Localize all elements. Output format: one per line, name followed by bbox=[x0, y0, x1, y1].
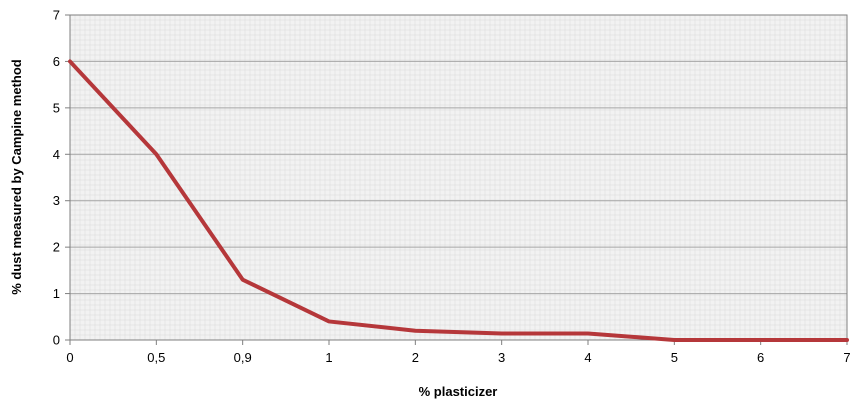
y-axis-ticks: 0 1 2 3 4 5 6 7 bbox=[53, 8, 70, 348]
x-tick-label: 2 bbox=[412, 350, 419, 365]
x-axis-title: % plasticizer bbox=[419, 384, 498, 399]
y-tick-label: 4 bbox=[53, 147, 60, 162]
series-layer bbox=[68, 59, 849, 342]
x-tick-label: 5 bbox=[671, 350, 678, 365]
series-line bbox=[68, 59, 849, 342]
plot-border bbox=[69, 14, 848, 341]
y-tick-label: 2 bbox=[53, 240, 60, 255]
major-grid bbox=[70, 60, 847, 295]
plot-area bbox=[70, 15, 847, 340]
y-tick-label: 3 bbox=[53, 193, 60, 208]
y-axis-title: % dust measured by Campine method bbox=[9, 59, 24, 295]
x-tick-label: 3 bbox=[498, 350, 505, 365]
x-tick-label: 0,5 bbox=[147, 350, 165, 365]
x-axis-ticks: 0 0,5 0,9 1 2 3 4 5 6 7 bbox=[66, 340, 851, 365]
minor-grid bbox=[70, 15, 847, 340]
x-tick-label: 7 bbox=[843, 350, 850, 365]
x-tick-label: 4 bbox=[584, 350, 591, 365]
y-tick-label: 1 bbox=[53, 286, 60, 301]
x-tick-label: 0 bbox=[66, 350, 73, 365]
x-tick-label: 6 bbox=[757, 350, 764, 365]
x-tick-label: 1 bbox=[325, 350, 332, 365]
y-tick-label: 0 bbox=[53, 333, 60, 348]
y-tick-label: 6 bbox=[53, 54, 60, 69]
x-tick-label: 0,9 bbox=[234, 350, 252, 365]
y-tick-label: 5 bbox=[53, 100, 60, 115]
y-tick-label: 7 bbox=[53, 8, 60, 23]
